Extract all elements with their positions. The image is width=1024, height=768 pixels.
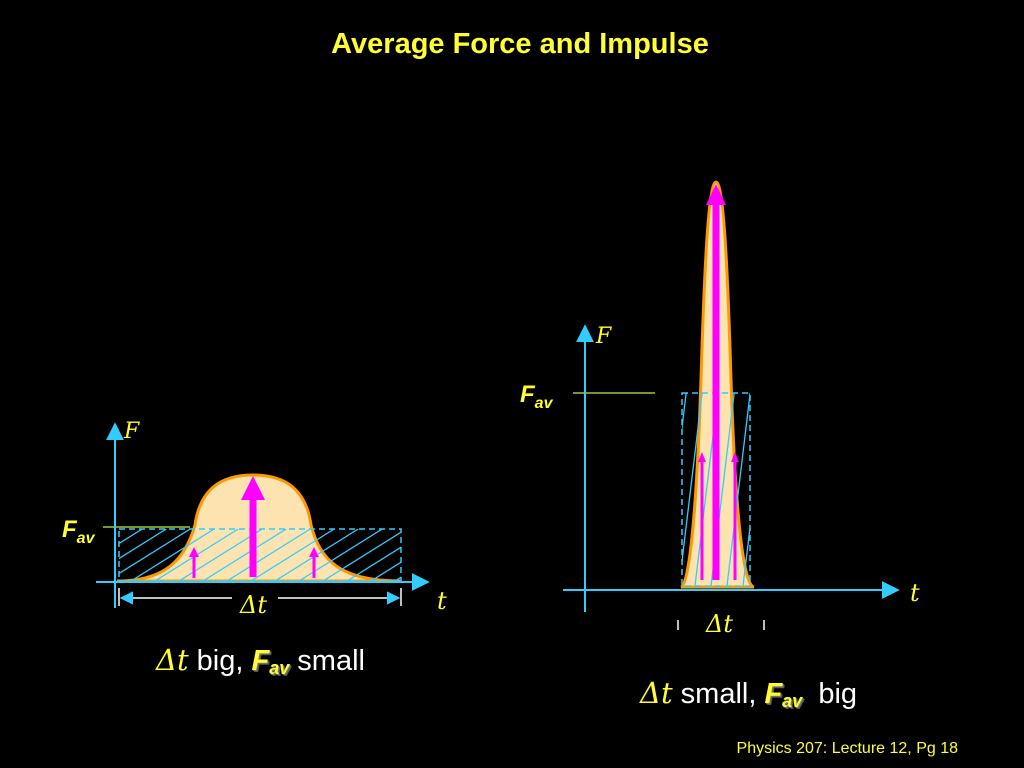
- left-force-curve: [116, 473, 401, 583]
- right-y-axis-label: F: [595, 324, 612, 349]
- right-side-arrow-1-head: [698, 452, 706, 462]
- right-hatch-line: [775, 393, 798, 586]
- right-hatch-line: [423, 393, 446, 586]
- left-diagram: F t Δt Fav: [0, 419, 526, 619]
- right-hatch-line: [519, 393, 542, 586]
- right-hatch-line: [551, 393, 574, 586]
- right-hatch-line: [471, 393, 494, 586]
- right-hatch-line: [487, 393, 510, 586]
- left-center-arrow-head: [241, 476, 265, 500]
- left-hatch-line: [322, 531, 401, 581]
- right-caption-fav: Fav: [764, 678, 803, 711]
- right-hatch-line: [391, 393, 414, 586]
- right-hatch-line: [375, 393, 398, 586]
- left-hatch-line: [0, 529, 46, 581]
- left-side-arrow-2-head: [309, 547, 319, 557]
- left-y-axis-label: F: [123, 419, 140, 444]
- right-hatch-line: [455, 393, 478, 586]
- left-hatch-line: [202, 529, 287, 581]
- left-hatch-line: [419, 529, 502, 581]
- right-hatch-line: [726, 393, 750, 586]
- right-hatch-line: [935, 393, 958, 586]
- slide-title: Average Force and Impulse: [331, 28, 709, 60]
- right-hatch-line: [742, 522, 750, 586]
- right-hatch-line: [839, 393, 862, 586]
- left-caption-fav: Fav: [251, 645, 290, 678]
- right-hatch-line: [871, 393, 894, 586]
- right-hatch-line: [327, 393, 350, 586]
- right-side-arrow-2-head: [731, 452, 739, 462]
- right-hatch-line: [903, 393, 926, 586]
- left-hatch-line: [0, 529, 70, 581]
- right-caption-big: big: [802, 678, 858, 710]
- left-x-axis-label: t: [437, 587, 447, 615]
- right-hatch-line: [855, 393, 878, 586]
- right-caption-dt: Δt: [640, 676, 673, 710]
- right-hatch-line: [823, 393, 846, 586]
- right-hatch-line: [567, 393, 590, 586]
- right-hatch-line: [919, 393, 942, 586]
- left-hatch-line: [370, 561, 401, 581]
- left-fav-label: Fav: [62, 516, 96, 547]
- left-hatch-line: [443, 529, 526, 581]
- left-caption-dt: Δt: [156, 643, 189, 677]
- left-caption-big: big,: [188, 645, 252, 677]
- left-caption: Δt big, Fav small: [156, 643, 365, 679]
- left-hatch-line: [119, 529, 143, 545]
- left-hatch-line: [130, 529, 215, 581]
- right-caption: Δt small, Fav big: [640, 676, 857, 712]
- right-hatch-line: [759, 393, 782, 586]
- left-caption-small: small: [289, 645, 365, 677]
- right-hatch-line: [407, 393, 430, 586]
- right-hatch-line: [439, 393, 462, 586]
- right-dt-label: Δt: [705, 610, 733, 638]
- left-side-arrow-1-head: [189, 547, 199, 557]
- footer-text: Physics 207: Lecture 12, Pg 18: [736, 740, 958, 757]
- right-center-arrow-head: [706, 184, 726, 205]
- right-hatch-line: [599, 393, 622, 586]
- right-diagram: F t Δt Fav: [151, 180, 958, 638]
- left-hatch-line: [394, 576, 401, 581]
- left-hatch-line: [119, 529, 191, 575]
- left-hatch-line: [346, 546, 401, 581]
- right-hatch-line: [887, 393, 910, 586]
- right-hatch-line: [151, 393, 174, 586]
- right-hatch-line: [682, 393, 687, 434]
- right-hatch-line: [807, 393, 830, 586]
- right-hatch-line: [647, 393, 670, 586]
- right-hatch-line: [503, 393, 526, 586]
- right-caption-small: small,: [672, 678, 765, 710]
- right-hatch-line: [631, 393, 654, 586]
- right-hatch-line: [682, 393, 703, 567]
- left-hatch-line: [119, 529, 167, 560]
- right-hatch-line: [615, 393, 638, 586]
- right-hatch-line: [535, 393, 558, 586]
- right-hatch-line: [583, 393, 606, 586]
- right-fav-label: Fav: [520, 381, 554, 412]
- left-dt-label: Δt: [239, 591, 267, 619]
- left-hatch-line: [226, 529, 311, 581]
- right-hatch-line: [343, 393, 366, 586]
- left-hatch-line: [250, 529, 335, 581]
- right-hatch-line: [791, 393, 814, 586]
- right-x-axis-label: t: [910, 579, 920, 607]
